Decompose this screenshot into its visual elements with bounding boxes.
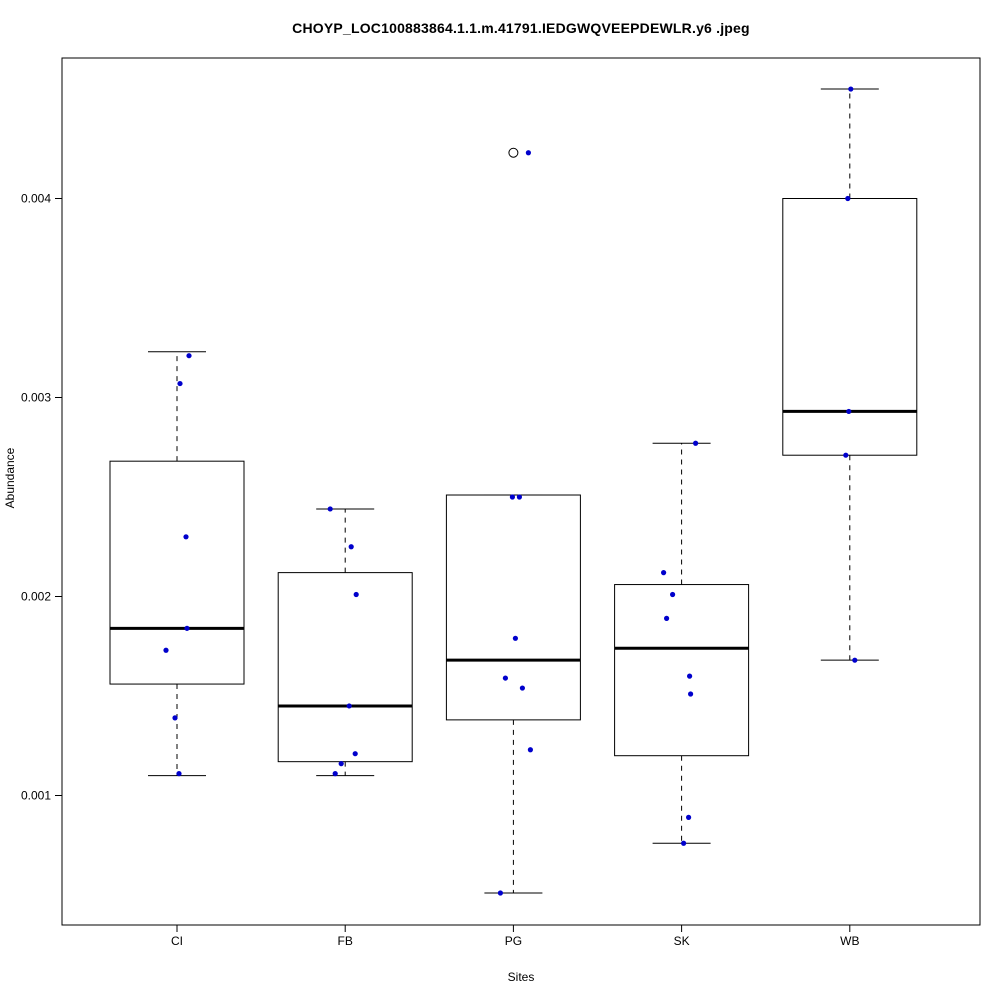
y-axis-tick-label: 0.001 [21,789,51,803]
data-point [183,534,189,540]
plot-area: 0.001 0.002 0.003 0.004 CI FB PG SK WB [21,57,981,948]
data-point [519,685,526,691]
data-point [688,691,694,697]
data-point [177,380,183,387]
outlier-point [508,147,519,158]
box-group-SK [614,440,750,846]
iqr-box [614,584,750,757]
data-point [525,150,532,156]
data-point [848,86,854,92]
x-axis-tick-label: SK [674,934,690,948]
iqr-box [277,572,413,763]
data-point [693,440,699,446]
x-axis-tick-label: CI [171,934,183,948]
data-point [163,647,169,653]
data-point [172,715,178,721]
y-axis-tick-label: 0.002 [21,590,51,604]
iqr-box [445,494,581,721]
box-group-PG [445,147,581,896]
data-point [846,408,852,415]
data-point [670,591,676,598]
plot-frame [61,57,981,926]
x-axis-label: Sites [508,970,535,984]
box-group-CI [109,351,245,777]
data-point [184,625,190,631]
data-point [686,814,692,820]
data-point [502,675,508,681]
x-axis-tick-label: WB [840,934,859,948]
data-point [332,771,338,777]
data-point [338,761,344,767]
data-point [843,452,849,458]
data-point [664,615,670,621]
data-point [516,494,523,500]
data-point [527,747,534,753]
iqr-box [109,460,245,685]
data-point [512,635,519,641]
data-point [687,673,693,679]
data-point [353,591,359,598]
data-point [509,494,515,500]
y-axis-tick-label: 0.003 [21,391,51,405]
box-group-WB [782,86,918,663]
data-point [346,703,352,709]
y-axis-label: Abundance [3,447,17,508]
data-point [348,544,354,550]
data-point [681,840,687,846]
data-point [327,506,333,512]
data-point [845,195,851,202]
data-point [352,751,358,757]
data-point [497,890,503,896]
data-point [176,771,182,777]
box-group-FB [277,506,413,777]
y-axis-tick-label: 0.004 [21,192,51,206]
x-axis-tick-label: FB [338,934,353,948]
iqr-box [782,198,918,456]
chart-title: CHOYP_LOC100883864.1.1.m.41791.IEDGWQVEE… [292,20,750,36]
data-point [186,353,192,359]
data-point [852,657,858,663]
data-point [661,570,667,576]
x-axis-tick-label: PG [505,934,522,948]
